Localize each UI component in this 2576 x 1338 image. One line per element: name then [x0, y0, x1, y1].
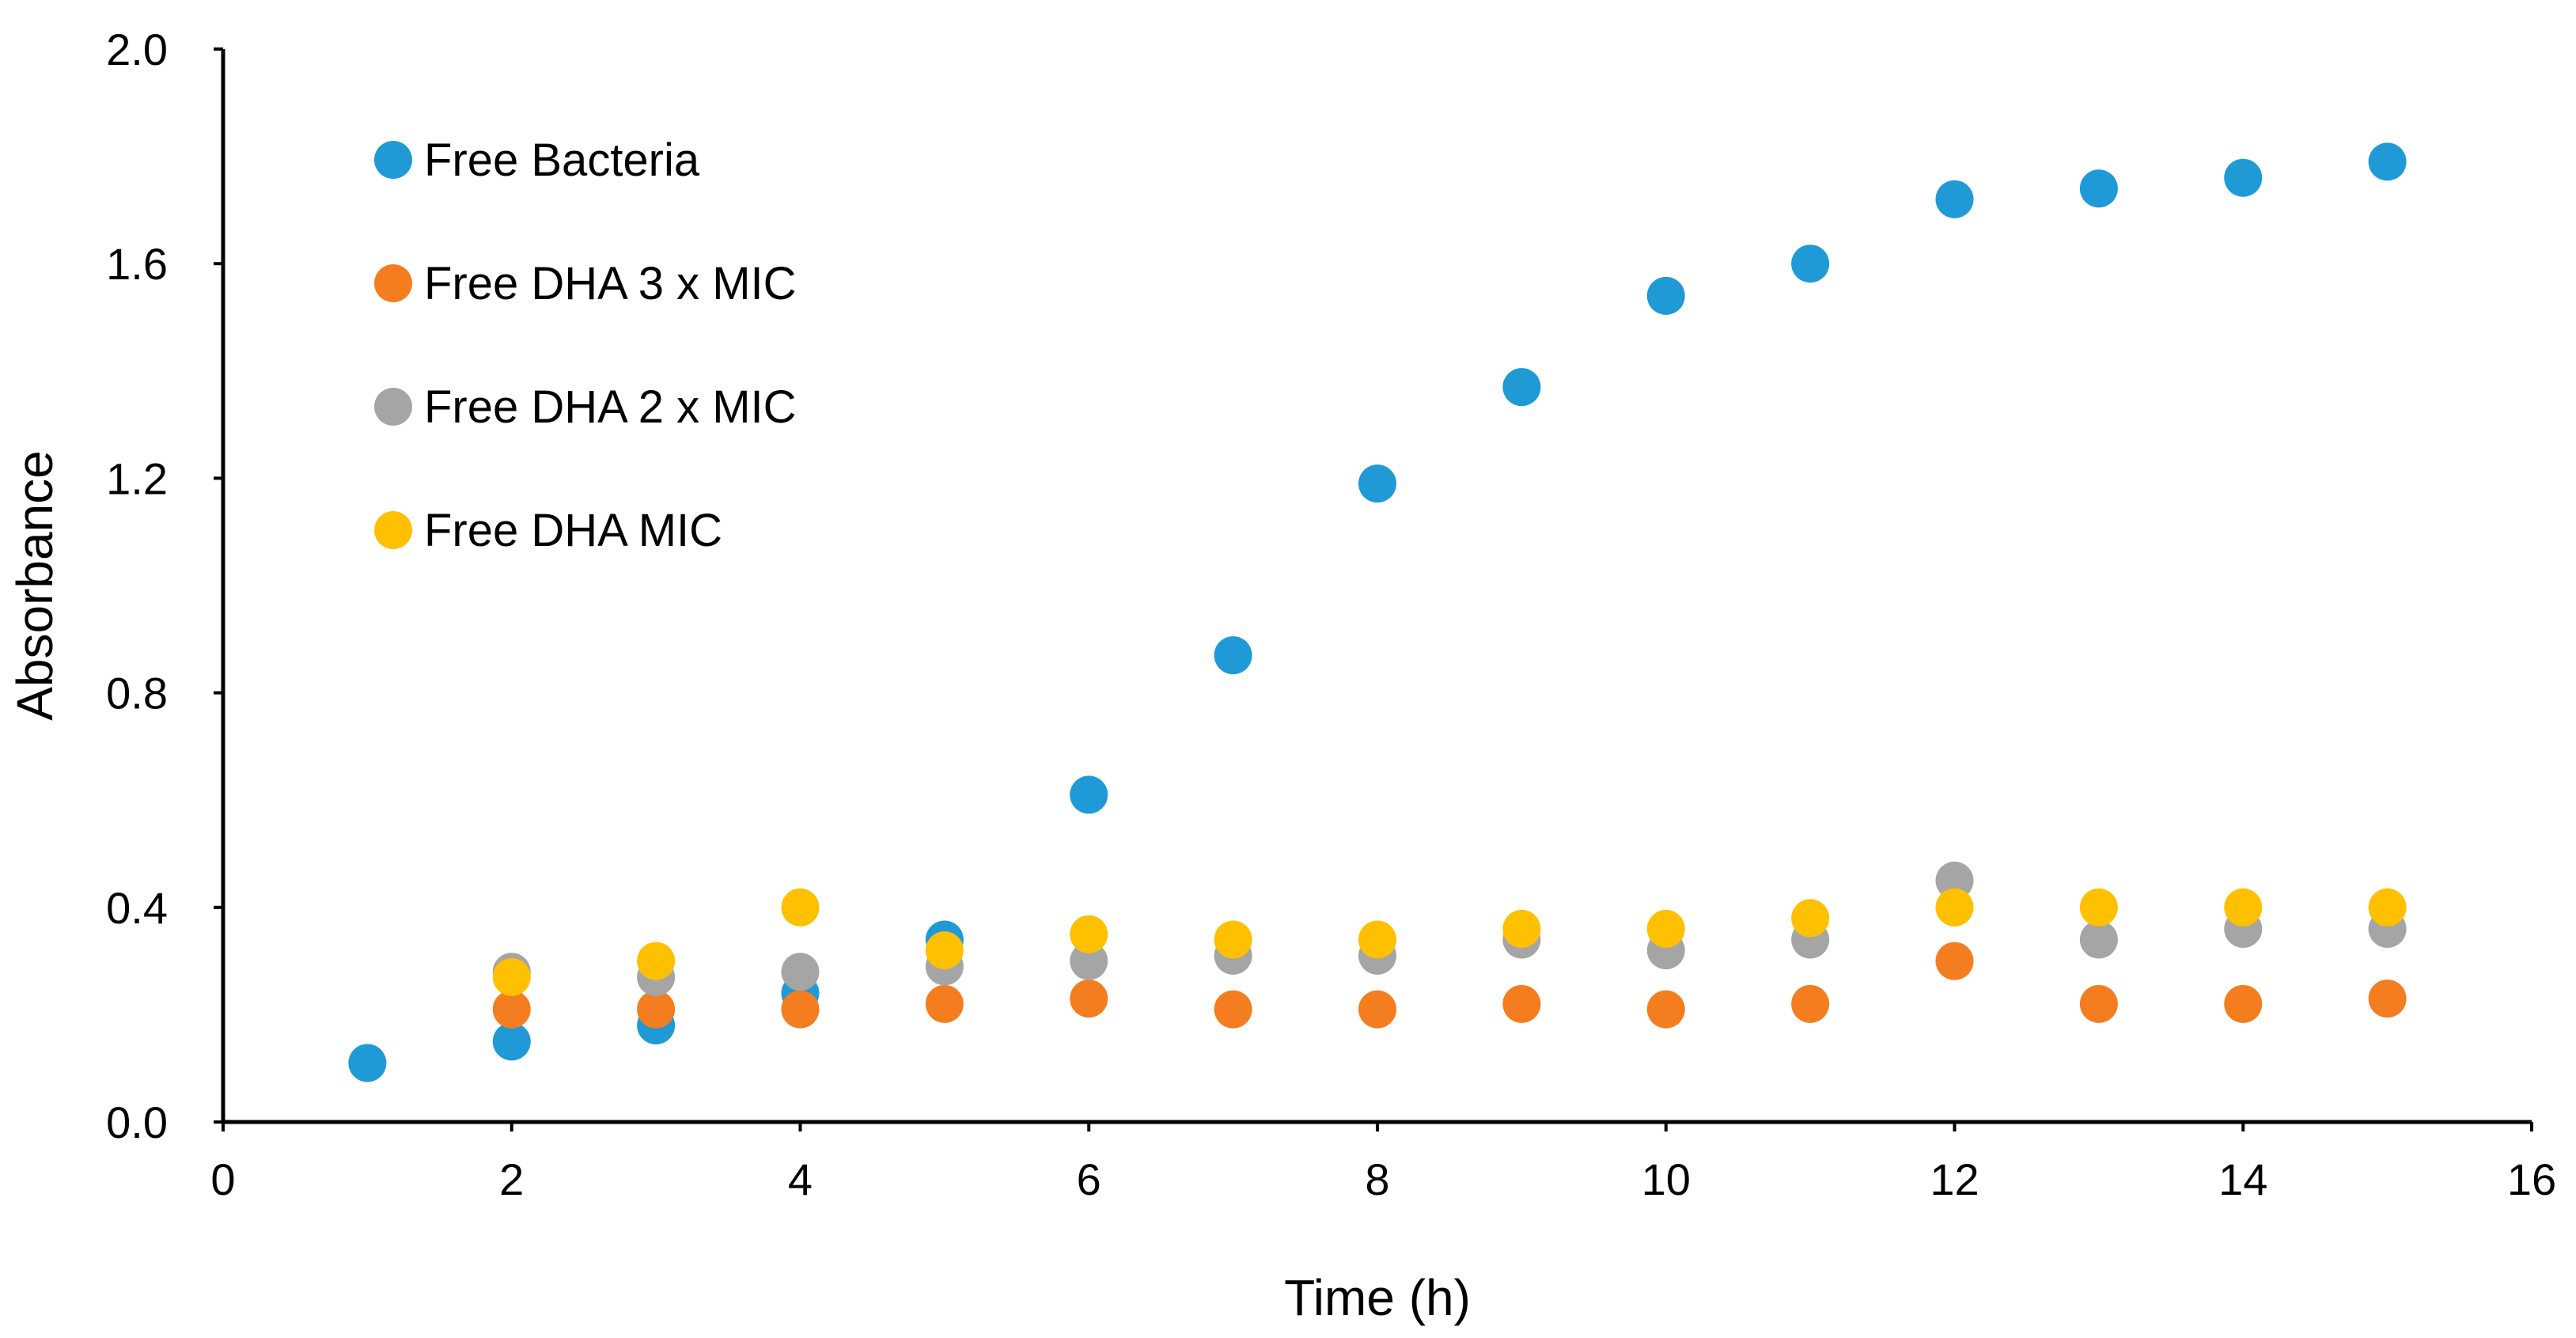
data-point — [2079, 888, 2118, 927]
data-point — [492, 990, 531, 1029]
legend-marker — [374, 141, 412, 179]
data-series — [348, 142, 2407, 1082]
y-tick-label: 0.8 — [106, 669, 168, 718]
legend-label: Free Bacteria — [424, 135, 700, 186]
data-point — [2224, 984, 2263, 1023]
data-point — [781, 953, 820, 991]
data-point — [1935, 942, 1974, 980]
data-point — [637, 942, 676, 980]
data-point — [1646, 990, 1685, 1029]
data-point — [2368, 888, 2407, 927]
data-point — [781, 990, 820, 1029]
data-point — [2079, 984, 2118, 1023]
data-point — [1935, 861, 1974, 900]
y-tick-label: 1.2 — [106, 453, 168, 503]
legend-label: Free DHA MIC — [424, 505, 722, 556]
x-tick-label: 0 — [210, 1154, 235, 1204]
data-point — [925, 984, 964, 1023]
legend-marker — [374, 388, 412, 426]
data-point — [2224, 158, 2263, 197]
x-tick-label: 6 — [1077, 1154, 1101, 1204]
x-axis-title: Time (h) — [1284, 1269, 1471, 1326]
data-point — [1214, 990, 1252, 1029]
y-tick-label: 1.6 — [106, 239, 168, 289]
data-point — [1791, 984, 1830, 1023]
x-tick-label: 10 — [1642, 1154, 1691, 1204]
data-point — [2224, 888, 2263, 927]
x-axis-ticks: 0 2 4 6 8 10 12 14 16 — [210, 1122, 2556, 1204]
data-point — [1070, 775, 1108, 814]
y-tick-label: 0.0 — [106, 1097, 168, 1147]
data-point — [1502, 984, 1541, 1023]
data-point — [2079, 920, 2118, 959]
data-point — [348, 1044, 387, 1082]
x-tick-label: 8 — [1365, 1154, 1389, 1204]
data-point — [1791, 899, 1830, 938]
legend: Free Bacteria Free DHA 3 x MIC Free DHA 2 … — [374, 135, 797, 556]
data-point — [492, 957, 531, 996]
data-point — [1502, 909, 1541, 948]
series-free-dha-mic — [492, 888, 2407, 996]
legend-label: Free DHA 2 x MIC — [424, 381, 797, 433]
y-axis-title: Absorbance — [6, 450, 63, 721]
y-tick-label: 0.4 — [106, 883, 168, 933]
legend-label: Free DHA 3 x MIC — [424, 258, 797, 309]
data-point — [1070, 980, 1108, 1018]
y-axis-ticks: 0.0 0.4 0.8 1.2 1.6 2.0 — [106, 25, 223, 1147]
series-free-dha-3-x-mic — [492, 942, 2407, 1029]
x-tick-label: 16 — [2507, 1154, 2556, 1204]
data-point — [1214, 636, 1252, 675]
data-point — [1070, 942, 1108, 980]
data-point — [1070, 915, 1108, 953]
x-tick-label: 14 — [2218, 1154, 2267, 1204]
series-free-dha-2-x-mic — [492, 861, 2407, 996]
data-point — [1791, 244, 1830, 283]
legend-marker — [374, 511, 412, 549]
data-point — [1935, 180, 1974, 218]
data-point — [1935, 888, 1974, 927]
data-point — [637, 990, 676, 1029]
data-point — [2079, 169, 2118, 208]
data-point — [1646, 909, 1685, 948]
x-tick-label: 12 — [1930, 1154, 1979, 1204]
data-point — [1358, 990, 1396, 1029]
y-tick-label: 2.0 — [106, 25, 168, 74]
x-tick-label: 4 — [788, 1154, 813, 1204]
data-point — [2368, 142, 2407, 181]
x-tick-label: 2 — [499, 1154, 524, 1204]
data-point — [925, 931, 964, 970]
data-point — [1358, 464, 1396, 503]
data-point — [1358, 920, 1396, 959]
data-point — [492, 1022, 531, 1061]
data-point — [1214, 920, 1252, 959]
data-point — [2368, 980, 2407, 1018]
data-point — [1502, 368, 1541, 407]
data-point — [1646, 276, 1685, 315]
legend-marker — [374, 264, 412, 302]
data-point — [781, 888, 820, 927]
